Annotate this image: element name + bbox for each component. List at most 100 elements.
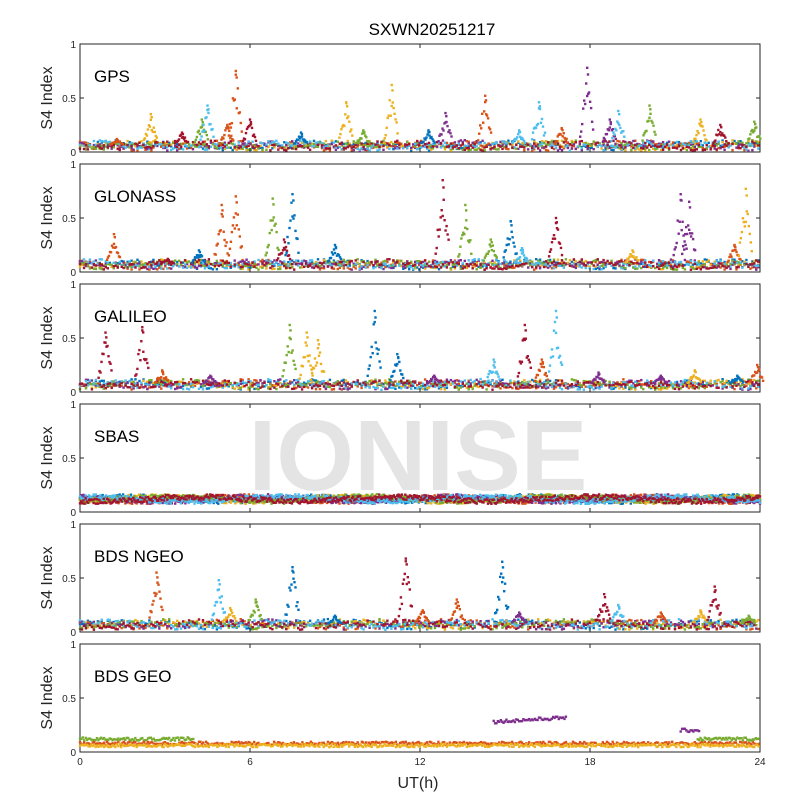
data-point <box>174 387 177 391</box>
data-point <box>693 249 697 252</box>
data-point <box>189 144 193 147</box>
data-point <box>608 386 611 389</box>
data-point <box>717 146 720 150</box>
data-point <box>636 147 639 150</box>
data-point <box>253 387 256 391</box>
data-point <box>299 262 302 265</box>
data-point <box>600 268 603 271</box>
data-point <box>451 146 455 149</box>
data-point <box>168 381 171 384</box>
data-point <box>150 379 153 382</box>
data-point <box>130 143 133 146</box>
data-point <box>265 261 268 264</box>
data-point <box>680 199 683 202</box>
data-point <box>673 248 676 251</box>
data-point <box>729 265 732 268</box>
data-point <box>683 268 687 271</box>
data-point <box>632 382 635 385</box>
data-point <box>209 139 213 142</box>
data-point <box>146 148 149 151</box>
data-point <box>429 265 433 268</box>
data-point <box>572 265 576 268</box>
data-point <box>144 144 147 147</box>
data-point <box>181 384 185 388</box>
data-point <box>445 378 449 381</box>
data-point <box>340 264 343 268</box>
data-point <box>265 259 268 262</box>
data-point <box>650 261 653 264</box>
data-point <box>616 144 619 147</box>
data-point <box>354 143 357 147</box>
data-point <box>721 382 724 386</box>
data-point <box>235 76 238 79</box>
data-point <box>715 266 718 269</box>
data-point <box>748 232 751 236</box>
data-point <box>190 261 194 264</box>
data-point <box>685 263 689 266</box>
data-point <box>215 261 219 264</box>
data-point <box>346 263 349 267</box>
data-point <box>511 381 514 385</box>
data-point <box>735 268 738 271</box>
data-point <box>402 146 405 150</box>
data-point <box>692 140 695 143</box>
data-point <box>406 382 409 385</box>
data-point <box>652 124 655 127</box>
data-point <box>346 261 349 264</box>
data-point <box>136 258 139 261</box>
data-point <box>316 261 320 265</box>
data-point <box>538 149 542 152</box>
data-point <box>300 263 304 266</box>
data-point <box>336 263 339 267</box>
data-point <box>179 261 183 264</box>
data-point <box>620 258 623 261</box>
data-point <box>604 146 607 149</box>
data-point <box>299 145 302 148</box>
data-point <box>667 140 671 143</box>
data-point <box>520 136 524 140</box>
data-point <box>221 264 224 267</box>
data-point <box>338 262 341 266</box>
data-point <box>346 259 349 263</box>
data-point <box>682 234 685 237</box>
data-point <box>441 264 445 268</box>
data-point <box>340 379 343 382</box>
data-point <box>697 266 700 269</box>
data-point <box>529 144 532 148</box>
data-point <box>471 261 474 264</box>
data-point <box>671 259 675 262</box>
data-point <box>384 381 387 385</box>
data-point <box>552 267 556 270</box>
data-point <box>497 265 500 269</box>
data-point <box>297 145 300 148</box>
data-point <box>535 142 538 145</box>
data-point <box>537 264 540 267</box>
data-point <box>289 146 292 149</box>
data-point <box>544 145 548 148</box>
data-point <box>618 387 621 390</box>
y-axis-label: S4 Index <box>39 66 56 129</box>
data-point <box>517 383 520 386</box>
data-point <box>239 264 242 267</box>
data-point <box>118 145 121 148</box>
data-point <box>354 262 357 265</box>
data-point <box>715 142 718 145</box>
data-point <box>291 140 294 143</box>
data-point <box>652 144 655 147</box>
data-point <box>112 380 115 384</box>
data-point <box>544 260 548 263</box>
data-point <box>648 116 651 119</box>
data-point <box>483 146 486 149</box>
data-point <box>338 260 341 264</box>
data-point <box>576 263 579 266</box>
data-point <box>235 382 238 385</box>
data-point <box>106 256 110 259</box>
data-point <box>546 149 550 152</box>
data-point <box>477 139 480 142</box>
data-point <box>487 126 491 129</box>
data-point <box>466 227 469 231</box>
data-point <box>475 140 478 143</box>
data-point <box>269 262 272 266</box>
data-point <box>310 263 314 266</box>
data-point <box>481 380 484 383</box>
